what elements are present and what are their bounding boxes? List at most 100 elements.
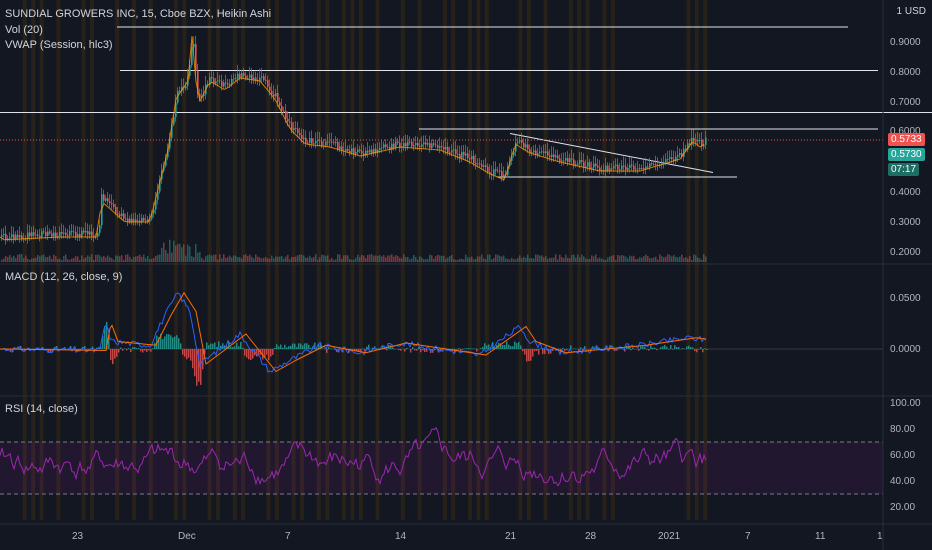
symbol-title[interactable]: SUNDIAL GROWERS INC, 15, Cboe BZX, Heiki… <box>5 8 272 20</box>
candle-body <box>155 199 157 210</box>
candle-body <box>579 159 581 164</box>
currency-selector[interactable]: 1 USD <box>897 6 926 17</box>
volume-bar <box>19 254 21 262</box>
macd-histogram-bar <box>118 349 120 353</box>
macd-histogram-bar <box>132 347 134 349</box>
candle-body <box>441 146 443 148</box>
candle-body <box>13 234 15 240</box>
candle-body <box>613 166 615 169</box>
macd-histogram-bar <box>102 336 104 349</box>
macd-histogram-bar <box>656 349 658 351</box>
volume-bar <box>245 254 247 262</box>
macd-histogram-bar <box>638 349 640 351</box>
rsi-indicator-label[interactable]: RSI (14, close) <box>5 403 78 415</box>
candle-body <box>705 137 707 145</box>
candle-body <box>67 235 69 236</box>
candle-body <box>283 110 285 112</box>
macd-histogram-bar <box>92 346 94 349</box>
macd-histogram-bar <box>120 347 122 349</box>
macd-indicator-label[interactable]: MACD (12, 26, close, 9) <box>5 271 123 283</box>
volume-bar <box>679 256 681 262</box>
volume-bar <box>83 258 85 262</box>
volume-bar <box>161 247 163 262</box>
candle-body <box>489 172 491 174</box>
volume-bar <box>513 259 515 262</box>
volume-bar <box>163 242 165 262</box>
volume-bar <box>201 257 203 262</box>
volume-bar <box>573 254 575 262</box>
candle-body <box>645 166 647 170</box>
vol-indicator-label[interactable]: Vol (20) <box>5 24 43 36</box>
rsi-pane[interactable] <box>0 426 883 495</box>
macd-histogram-bar <box>544 349 546 354</box>
candle-body <box>109 201 111 204</box>
volume-bar <box>435 256 437 262</box>
volume-bar <box>535 254 537 262</box>
volume-bar <box>521 258 523 262</box>
macd-histogram-bar <box>234 346 236 349</box>
volume-bar <box>219 254 221 262</box>
vwap-indicator-label[interactable]: VWAP (Session, hlc3) <box>5 39 113 51</box>
volume-bar <box>71 258 73 262</box>
price-pane[interactable] <box>0 26 932 262</box>
macd-histogram-bar <box>220 345 222 349</box>
volume-bar <box>293 257 295 262</box>
candle-body <box>137 220 139 222</box>
candle-body <box>221 81 223 87</box>
volume-bar <box>633 255 635 262</box>
macd-histogram-bar <box>386 349 388 351</box>
volume-bar <box>139 254 141 262</box>
macd-histogram-bar <box>196 349 198 386</box>
candle-body <box>45 232 47 236</box>
volume-bar <box>547 259 549 262</box>
volume-bar <box>505 258 507 262</box>
volume-bar <box>645 254 647 262</box>
volume-bar <box>421 257 423 262</box>
macd-histogram-bar <box>148 349 150 351</box>
candle-body <box>41 231 43 238</box>
candle-body <box>679 153 681 156</box>
macd-histogram-bar <box>114 349 116 359</box>
candle-body <box>255 77 257 81</box>
volume-bar <box>647 255 649 262</box>
candle-body <box>361 150 363 154</box>
volume-bar <box>231 257 233 262</box>
candle-body <box>129 218 131 222</box>
volume-bar <box>701 259 703 262</box>
volume-bar <box>79 259 81 262</box>
candle-body <box>295 128 297 129</box>
macd-pane[interactable] <box>0 291 883 386</box>
volume-bar <box>15 258 17 262</box>
candle-body <box>685 148 687 150</box>
volume-bar <box>289 259 291 262</box>
candle-body <box>281 105 283 111</box>
candle-body <box>673 159 675 161</box>
candle-body <box>695 141 697 143</box>
time-tick: 28 <box>585 531 597 542</box>
candle-body <box>513 151 515 156</box>
candle-body <box>153 209 155 214</box>
macd-histogram-bar <box>256 349 258 357</box>
macd-histogram-bar <box>392 347 394 349</box>
macd-histogram-bar <box>652 347 654 349</box>
volume-bar <box>575 257 577 262</box>
volume-bar <box>265 257 267 262</box>
candle-body <box>73 231 75 233</box>
volume-bar <box>469 257 471 262</box>
candle-body <box>493 169 495 176</box>
volume-bar <box>215 254 217 262</box>
volume-bar <box>481 254 483 262</box>
candle-body <box>563 160 565 162</box>
volume-bar <box>251 256 253 262</box>
price-tick: 0.8000 <box>890 67 921 78</box>
candle-body <box>151 213 153 219</box>
vwap-price-badge: 0.5730 <box>888 148 925 161</box>
candle-body <box>669 157 671 159</box>
candle-body <box>643 168 645 170</box>
volume-bar <box>281 256 283 262</box>
time-tick: 2021 <box>658 531 681 542</box>
volume-bar <box>39 256 41 262</box>
volume-bar <box>365 257 367 262</box>
macd-histogram-bar <box>366 346 368 349</box>
